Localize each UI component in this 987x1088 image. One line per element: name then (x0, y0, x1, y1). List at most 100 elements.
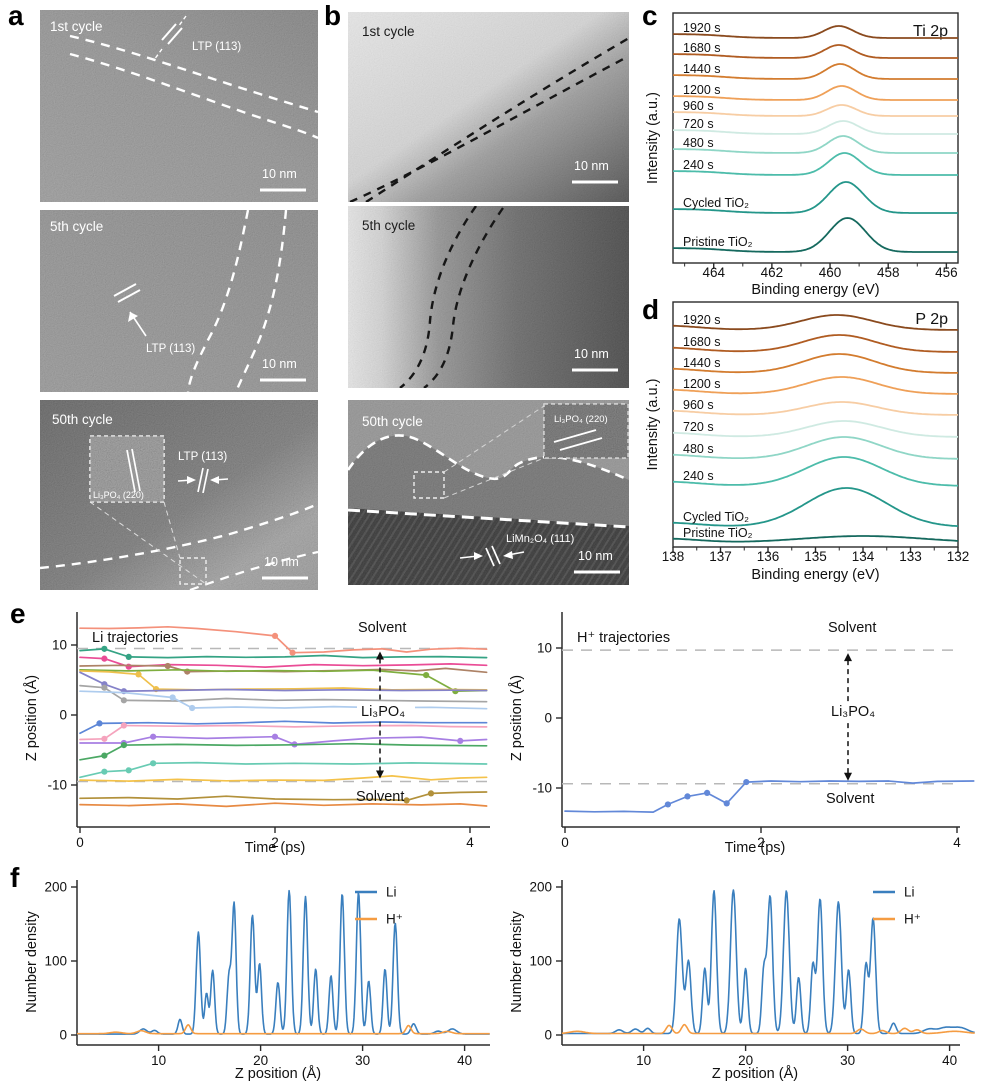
xps-trace (673, 401, 958, 416)
trace-label: Cycled TiO₂ (683, 510, 749, 524)
lattice-spacing-marker (113, 283, 137, 297)
trace-label: 480 s (683, 136, 714, 150)
xps-trace (673, 25, 958, 39)
y-axis-label: Z position (Å) (508, 675, 525, 761)
tem-b-50th-cycle: Li₃PO₄ (220) 50th cycle LiMn₂O₄ (111) 10… (348, 400, 629, 585)
x-tick-label: 30 (355, 1053, 370, 1068)
density-curve (76, 1024, 490, 1035)
trajectory-hop-dot (423, 672, 430, 679)
ltp-annotation: LTP (113) (178, 451, 227, 463)
solvent-bottom-label: Solvent (356, 789, 404, 805)
sei-boundary-dashed (69, 52, 318, 140)
lattice-spacing-marker (126, 449, 136, 493)
trajectory-line (79, 775, 488, 782)
y-tick-label: 200 (44, 880, 67, 895)
trajectory-hop-dot (120, 697, 127, 704)
trace-label: 1200 s (683, 83, 721, 97)
scale-bar-label: 10 nm (264, 555, 299, 569)
x-axis-label: Binding energy (eV) (751, 567, 879, 583)
xps-trace (673, 314, 959, 331)
trajectory-line (79, 656, 488, 668)
x-tick-label: 464 (702, 265, 725, 280)
sei-boundary-dashed (234, 210, 288, 392)
trajectory-hop-dot (723, 800, 730, 807)
interface-line-dashed (348, 508, 629, 529)
y-tick-label: -10 (47, 778, 67, 793)
trajectory-hop-dot (289, 649, 296, 656)
trajectory-hop-dot (125, 767, 132, 774)
x-tick-label: 460 (819, 265, 842, 280)
inset-connector-dashed (443, 405, 545, 473)
x-tick-label: 40 (457, 1053, 472, 1068)
trajectory-hop-dot (101, 655, 108, 662)
trajectory-hop-dot (101, 735, 108, 742)
trajectory-line (79, 671, 488, 693)
xps-trace (673, 420, 959, 438)
x-tick-label: 2 (271, 835, 279, 850)
membrane-label: Li₃PO₄ (831, 704, 875, 720)
y-axis-label: Intensity (a.u.) (645, 92, 661, 184)
tem-a-5th-cycle: 5th cycle LTP (113) 10 nm (40, 210, 318, 392)
tem-b-5th-cycle: 5th cycle 10 nm (348, 206, 629, 388)
trajectory-title: H⁺ trajectories (577, 630, 670, 646)
x-tick-label: 132 (947, 549, 970, 564)
x-axis-label: Time (ps) (725, 840, 786, 856)
spectrum-title: P 2p (915, 311, 948, 328)
trace-label: 240 s (683, 158, 714, 172)
x-tick-label: 10 (151, 1053, 166, 1068)
tem-a-50th-cycle: Li₃PO₄ (220) LTP (113) 50th cycle 10 nm (40, 400, 318, 590)
trajectory-hop-dot (684, 793, 691, 800)
trajectory-hop-dot (664, 801, 671, 808)
trajectory-line (79, 735, 488, 746)
solvent-top-label: Solvent (828, 620, 876, 636)
trajectory-line (79, 684, 488, 703)
annotation-arrowhead (128, 312, 138, 322)
x-tick-label: 137 (709, 549, 732, 564)
label-halo (357, 703, 415, 721)
y-tick-label: 10 (537, 641, 552, 656)
trajectory-hop-dot (164, 662, 171, 670)
label-halo (827, 703, 885, 721)
arrowhead-down (844, 772, 852, 781)
trajectory-hop-dot (150, 733, 157, 740)
inset-annotation: Li₃PO₄ (220) (93, 490, 144, 500)
trace-label: 960 s (683, 99, 714, 113)
x-tick-label: 20 (738, 1053, 753, 1068)
legend-label: Li (386, 885, 397, 900)
lattice-spacing-marker (167, 27, 183, 45)
x-tick-label: 40 (942, 1053, 957, 1068)
y-tick-label: 200 (529, 880, 552, 895)
trace-label: 1440 s (683, 356, 721, 370)
xps-trace (673, 353, 958, 374)
tem-cycle-title: 5th cycle (50, 219, 103, 234)
lattice-spacing-marker (202, 468, 209, 494)
x-tick-label: 30 (840, 1053, 855, 1068)
trajectory-hop-dot (403, 797, 410, 804)
x-tick-label: 0 (76, 835, 84, 850)
inset-annotation: Li₃PO₄ (220) (554, 414, 608, 425)
panel-label-e: e (10, 598, 26, 629)
sei-boundary-dashed (349, 54, 629, 202)
lattice-spacing-marker (117, 289, 141, 303)
membrane-label: Li₃PO₄ (361, 704, 405, 720)
spectrum-title: Ti 2p (913, 23, 948, 40)
trace-label: 1680 s (683, 335, 721, 349)
x-tick-label: 4 (466, 835, 474, 850)
trace-label: 240 s (683, 469, 714, 483)
h-trajectories-chart: 10 0 -10 0 2 4 Time (ps) Z position (Å) H⁺ traje… (508, 612, 975, 856)
trajectory-hop-dot (704, 789, 711, 796)
trajectory-line (79, 742, 488, 761)
zoom-region-box (413, 471, 445, 499)
trajectory-hop-dot (101, 645, 108, 652)
trajectory-hop-dot (120, 722, 127, 729)
xps-trace (673, 436, 958, 460)
annotation-arrowhead (503, 551, 513, 559)
tem-a-1st-cycle: 1st cycle LTP (113) 10 nm (40, 10, 318, 202)
ltp-annotation: LTP (113) (146, 343, 195, 355)
x-tick-label: 462 (761, 265, 784, 280)
xps-trace (673, 181, 958, 214)
sei-boundary-dashed (399, 206, 477, 388)
annotation-arrowhead (187, 476, 196, 484)
tem-cycle-title: 50th cycle (52, 412, 113, 427)
tem-cycle-title: 1st cycle (362, 24, 415, 39)
